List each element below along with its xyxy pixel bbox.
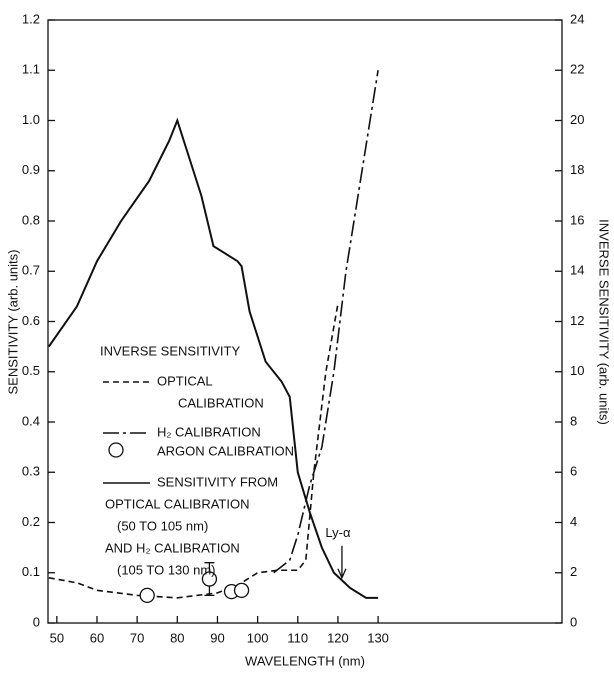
y2-tick-label: 14	[570, 263, 584, 278]
argon-point	[233, 582, 250, 598]
y-tick-label: 1.0	[22, 112, 40, 127]
legend-label: OPTICAL CALIBRATION	[105, 496, 249, 511]
y-tick-label: 0.3	[22, 464, 40, 479]
y2-tick-label: 22	[570, 62, 584, 77]
legend-label: OPTICAL	[157, 373, 213, 388]
y-tick-label: 0.7	[22, 263, 40, 278]
series-line	[273, 70, 379, 574]
y-tick-label: 0.5	[22, 363, 40, 378]
legend-label: AND H₂ CALIBRATION	[105, 540, 240, 555]
y-tick-label: 0	[33, 614, 40, 629]
y2-tick-label: 4	[570, 514, 577, 529]
legend-label: (50 TO 105 nm)	[117, 518, 208, 533]
y-tick-label: 0.4	[22, 413, 40, 428]
y2-tick-label: 8	[570, 413, 577, 428]
y2-tick-label: 0	[570, 614, 577, 629]
y2-tick-label: 24	[570, 11, 584, 26]
y-tick-label: 1.1	[22, 62, 40, 77]
legend-label: SENSITIVITY FROM	[157, 474, 278, 489]
argon-point	[201, 571, 218, 587]
legend-label: CALIBRATION	[178, 395, 264, 410]
y2-tick-label: 16	[570, 212, 584, 227]
x-tick-label: 100	[247, 630, 269, 645]
x-tick-label: 50	[50, 630, 64, 645]
x-axis-label: WAVELENGTH (nm)	[245, 653, 365, 668]
series-line	[47, 117, 379, 599]
y-axis-label: SENSITIVITY (arb. units)	[5, 250, 20, 395]
y2-tick-label: 10	[570, 363, 584, 378]
y-tick-label: 0.9	[22, 162, 40, 177]
x-tick-label: 110	[287, 630, 308, 645]
legend-title: INVERSE SENSITIVITY	[100, 343, 240, 358]
x-tick-label: 70	[130, 630, 144, 645]
y2-tick-label: 20	[570, 112, 584, 127]
x-tick-label: 130	[367, 630, 389, 645]
y-tick-label: 0.6	[22, 313, 40, 328]
y2-tick-label: 12	[570, 313, 584, 328]
x-tick-label: 60	[90, 630, 104, 645]
annotation-arrow	[337, 545, 347, 580]
legend-marker	[108, 442, 124, 458]
series-line	[48, 303, 339, 599]
y2-tick-label: 18	[570, 162, 584, 177]
argon-point	[139, 587, 155, 604]
annotation: Ly-α	[325, 525, 351, 540]
x-tick-label: 80	[170, 630, 184, 645]
y-tick-label: 0.8	[22, 212, 40, 227]
legend-label: H₂ CALIBRATION	[157, 424, 261, 439]
legend-label: (105 TO 130 nm)	[117, 562, 216, 577]
y2-tick-label: 6	[570, 464, 577, 479]
y-tick-label: 0.1	[22, 564, 40, 579]
y-tick-label: 1.2	[22, 11, 40, 26]
y-tick-label: 0.2	[22, 514, 40, 529]
x-tick-label: 90	[210, 630, 224, 645]
y2-tick-label: 2	[570, 564, 577, 579]
y2-axis-label: INVERSE SENSITIVITY (arb. units)	[597, 219, 612, 425]
legend-label: ARGON CALIBRATION	[157, 443, 294, 458]
x-tick-label: 120	[327, 630, 349, 645]
